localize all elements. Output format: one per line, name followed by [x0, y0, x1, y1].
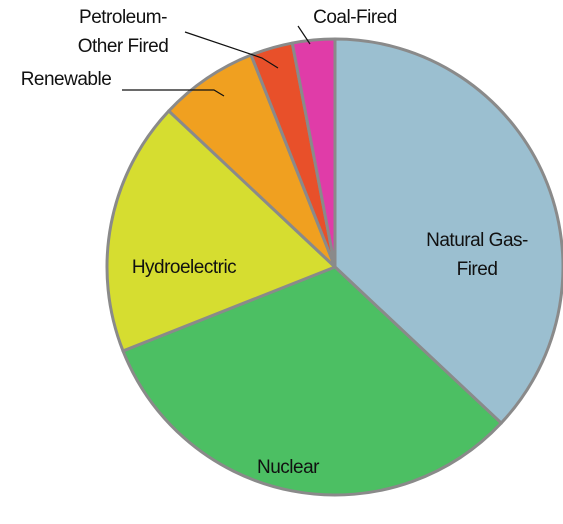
pie	[105, 37, 563, 497]
pie-slice	[290, 37, 337, 269]
leader-line	[184, 31, 279, 69]
slice-label: Renewable	[21, 69, 112, 90]
leader-line	[122, 89, 225, 97]
slice-label: Natural Gas-Fired	[426, 230, 528, 280]
pie-slice	[121, 265, 503, 497]
pie-slice	[105, 109, 337, 353]
slice-label: Petroleum-Other Fired	[78, 7, 169, 57]
slice-label: Nuclear	[257, 457, 320, 478]
leader-line	[297, 25, 311, 45]
slice-label: Coal-Fired	[313, 7, 397, 28]
slice-label: Hydroelectric	[132, 257, 236, 278]
pie-slice	[333, 37, 563, 425]
